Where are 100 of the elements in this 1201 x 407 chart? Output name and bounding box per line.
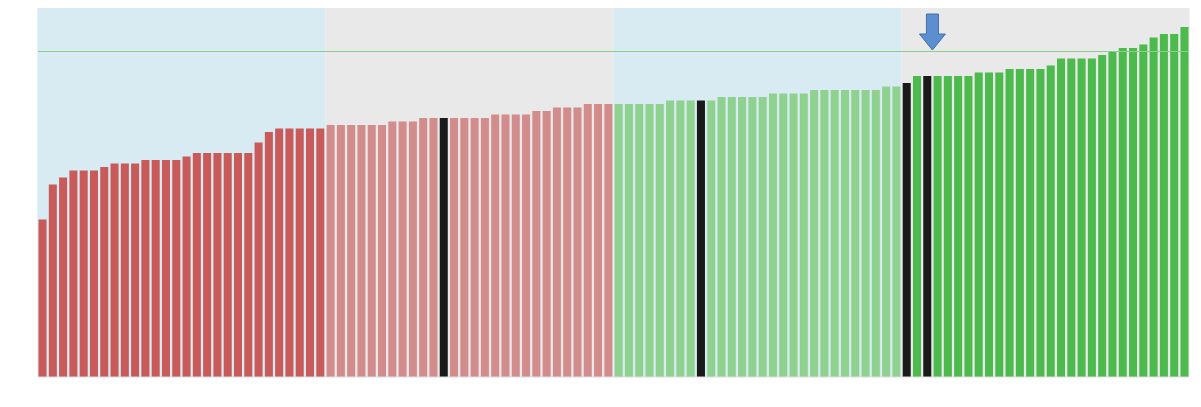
bar [1098,55,1107,377]
bar [717,97,726,377]
bar [522,114,531,377]
bar [460,118,469,377]
bar [511,114,520,377]
bar [789,93,798,377]
bar [1057,58,1066,377]
bar [758,97,767,377]
bar [779,93,788,377]
bar [254,142,263,377]
bar [491,114,500,377]
bar [480,118,489,377]
bar [336,125,345,377]
bar [840,90,849,377]
bar [347,125,356,377]
bar [429,118,438,377]
bar [768,93,777,377]
bar [563,107,572,377]
bar [696,100,705,377]
bar [851,90,860,377]
bar [583,104,592,377]
bar [882,86,891,377]
bar [532,111,541,377]
bar [192,153,201,377]
bar [1180,27,1189,377]
bar [902,83,911,377]
bar [923,76,932,377]
bar [295,128,304,377]
bar [378,125,387,377]
bar [738,97,747,377]
bar [552,107,561,377]
bar [645,104,654,377]
bar [748,97,757,377]
bar [450,118,459,377]
bar [48,184,57,377]
bar [1108,51,1117,377]
bar [1077,58,1086,377]
bar [707,100,716,377]
bar [182,156,191,377]
bar [110,163,119,377]
bar [100,167,109,377]
bar [275,128,284,377]
bar [59,177,68,377]
bar [912,76,921,377]
bar [203,153,212,377]
bar [501,114,510,377]
bar [408,121,417,377]
bar [151,160,160,377]
bar [799,93,808,377]
bar [974,72,983,377]
bar [264,132,273,377]
bar [398,121,407,377]
bar [326,125,335,377]
bar [933,76,942,377]
bar [1170,34,1179,377]
bar [624,104,633,377]
bar [810,90,819,377]
bar [1139,44,1148,377]
bar [1149,37,1158,377]
bar [954,76,963,377]
bar [1015,69,1024,377]
bar [871,90,880,377]
bar [861,90,870,377]
bar [830,90,839,377]
bar [614,104,623,377]
bar [1046,65,1055,377]
bar [686,100,695,377]
bar [573,107,582,377]
bar [594,104,603,377]
bar [655,104,664,377]
bar [470,118,479,377]
bar [89,170,98,377]
bar [892,86,901,377]
bar [1036,69,1045,377]
bar [419,118,428,377]
bar [439,118,448,377]
bar [285,128,294,377]
bar [141,160,150,377]
bar [635,104,644,377]
bar [120,163,129,377]
bar [388,121,397,377]
bar [676,100,685,377]
bar [244,153,253,377]
bar [172,160,181,377]
bar [69,170,78,377]
bar [79,170,88,377]
bar [1159,34,1168,377]
bar [316,128,325,377]
bar [604,104,613,377]
bar [1067,58,1076,377]
bar [38,219,47,377]
bar [223,153,232,377]
bar [964,76,973,377]
bar [161,160,170,377]
bar [367,125,376,377]
bar [131,163,140,377]
bar [357,125,366,377]
bar [213,153,222,377]
bar [1026,69,1035,377]
bar [1087,58,1096,377]
